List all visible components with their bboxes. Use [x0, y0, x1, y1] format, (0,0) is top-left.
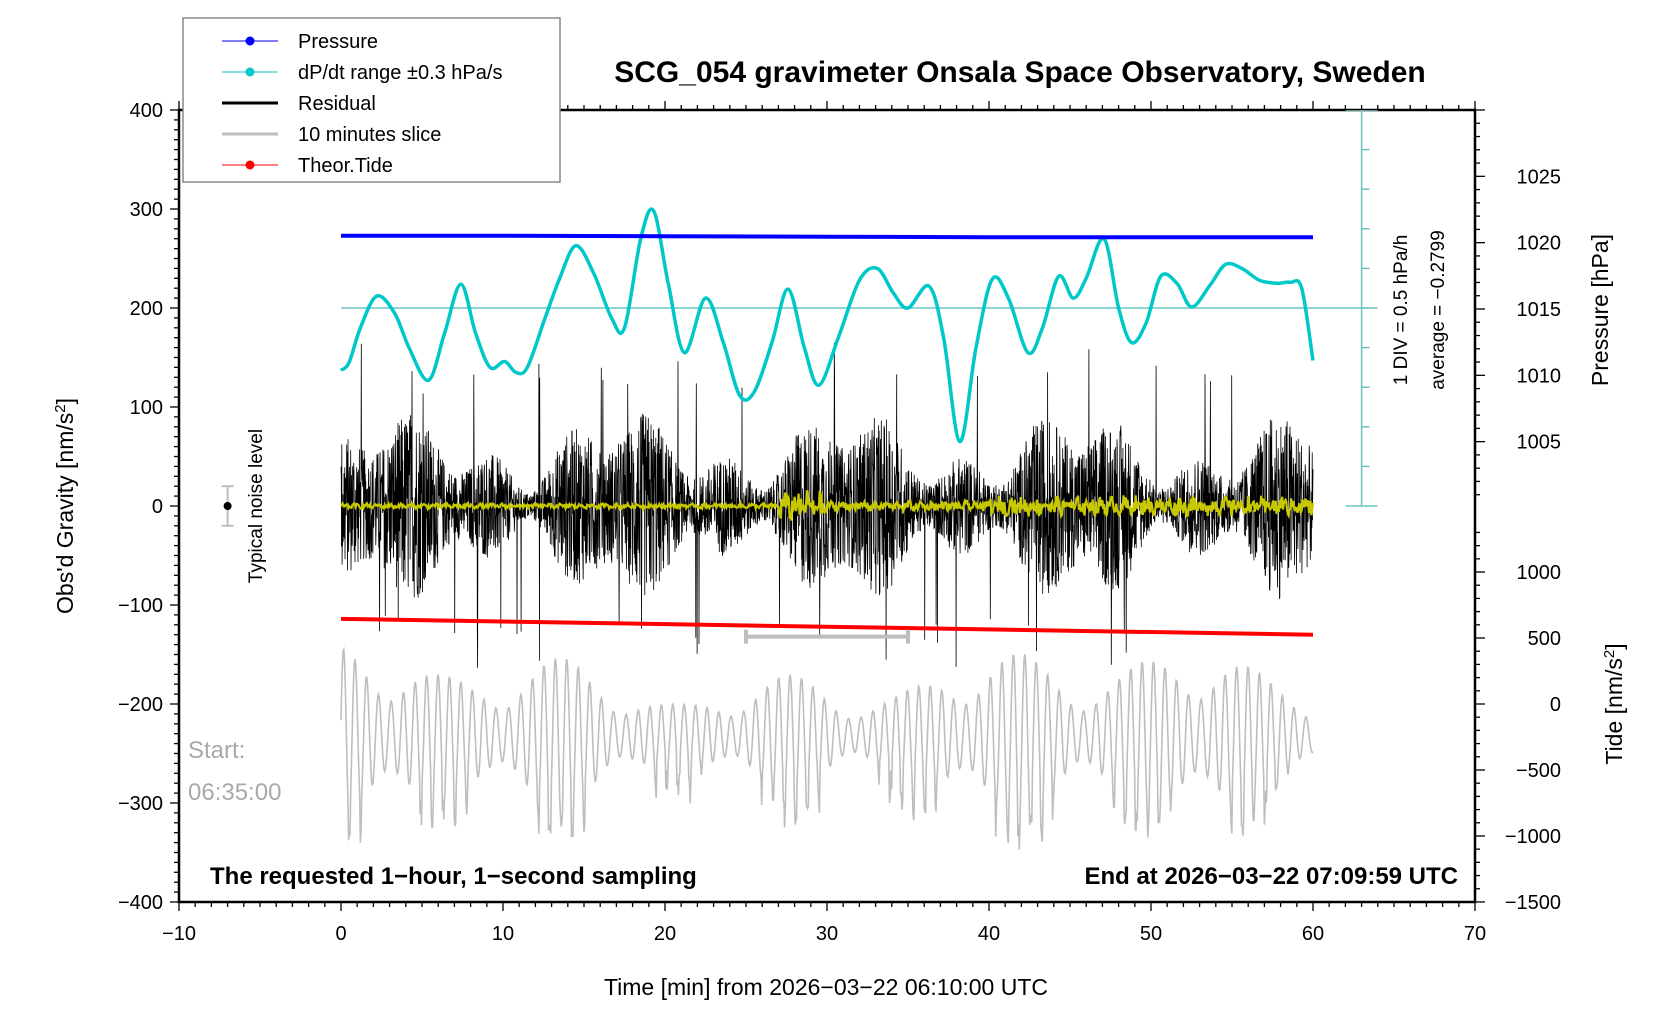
filtered-residual-series-line — [340, 489, 1315, 521]
y-tick-label: 400 — [130, 100, 163, 122]
y-axis-title-tide-sup: 2 — [1601, 650, 1618, 658]
y-tick-label: −300 — [118, 793, 163, 815]
x-tick-label: 10 — [492, 923, 514, 945]
legend-label: Theor.Tide — [298, 155, 393, 177]
legend-label: Residual — [298, 93, 376, 115]
x-tick-label: 60 — [1302, 923, 1324, 945]
y-tick-label: −400 — [118, 892, 163, 914]
legend-swatch-dot — [245, 67, 255, 77]
legend-label: Pressure — [298, 31, 378, 53]
y-tick-label: −200 — [118, 694, 163, 716]
pressure-tick-label: 1025 — [1517, 166, 1562, 188]
x-axis-title: Time [min] from 2026−03−22 06:10:00 UTC — [604, 974, 1048, 1000]
legend-swatch-dot — [245, 36, 255, 46]
pressure-tick-label: 1020 — [1517, 233, 1562, 255]
legend-label: dP/dt range ±0.3 hPa/s — [298, 62, 502, 84]
chart-title: SCG_054 gravimeter Onsala Space Observat… — [614, 56, 1426, 89]
tide-tick-label: 1000 — [1517, 562, 1562, 584]
tide-tick-label: 500 — [1528, 628, 1561, 650]
series-layer — [221, 110, 1378, 850]
legend-label: 10 minutes slice — [298, 124, 441, 146]
x-tick-label: 40 — [978, 923, 1000, 945]
y-axis-title-tide-main: Tide [nm/s — [1601, 658, 1627, 765]
y-axis-title-left-end: ] — [52, 398, 78, 404]
y-axis-title-left-sup: 2 — [52, 404, 69, 412]
slice-series-line — [340, 646, 1314, 850]
noise-point — [223, 502, 232, 510]
y-axis-title-pressure: Pressure [hPa] — [1587, 234, 1613, 386]
x-tick-label: 70 — [1464, 923, 1486, 945]
y-axis-title-tide: Tide [nm/s2] — [1601, 643, 1628, 764]
legend-box — [182, 17, 561, 183]
tide-tick-label: 0 — [1550, 694, 1561, 716]
y-axis-title-tide-end: ] — [1601, 643, 1627, 649]
dpdt-div-label: 1 DIV = 0.5 hPa/h — [1391, 235, 1412, 386]
x-tick-label: 0 — [335, 923, 346, 945]
tide-tick-label: −1000 — [1505, 826, 1561, 848]
legend: Pressure dP/dt range ±0.3 hPa/s Residual 10… — [182, 17, 561, 183]
tide-tick-label: −500 — [1516, 760, 1561, 782]
pressure-series-line — [341, 233, 1313, 240]
y-tick-label: −100 — [118, 595, 163, 617]
noise-level-label: Typical noise level — [246, 429, 267, 583]
end-time-note: End at 2026−03−22 07:09:59 UTC — [1084, 863, 1458, 890]
tide-tick-label: −1500 — [1505, 892, 1561, 914]
y-tick-label: 100 — [130, 397, 163, 419]
x-tick-label: −10 — [162, 923, 196, 945]
start-time: 06:35:00 — [188, 779, 281, 806]
x-tick-label: 50 — [1140, 923, 1162, 945]
pressure-tick-label: 1010 — [1517, 365, 1562, 387]
y-tick-label: 200 — [130, 298, 163, 320]
y-axis-title-left: Obs'd Gravity [nm/s2] — [52, 398, 79, 614]
pressure-tick-label: 1015 — [1517, 299, 1562, 321]
x-tick-label: 20 — [654, 923, 676, 945]
dpdt-average-label: average = −0.2799 — [1428, 230, 1449, 390]
y-tick-label: 0 — [152, 496, 163, 518]
y-axis-title-left-main: Obs'd Gravity [nm/s — [52, 413, 78, 614]
sampling-note: The requested 1−hour, 1−second sampling — [210, 863, 697, 890]
residual-series-line — [340, 342, 1314, 668]
pressure-tick-label: 1005 — [1517, 432, 1562, 454]
dpdt-series-line — [339, 207, 1315, 444]
axes-layer: −10 0 10 20 30 40 50 60 704003002001000−100−200−… — [118, 100, 1561, 945]
x-tick-label: 30 — [816, 923, 838, 945]
y-tick-label: 300 — [130, 199, 163, 221]
legend-swatch-dot — [245, 160, 255, 170]
start-label: Start: — [188, 737, 245, 764]
tide-series-line — [340, 616, 1314, 637]
